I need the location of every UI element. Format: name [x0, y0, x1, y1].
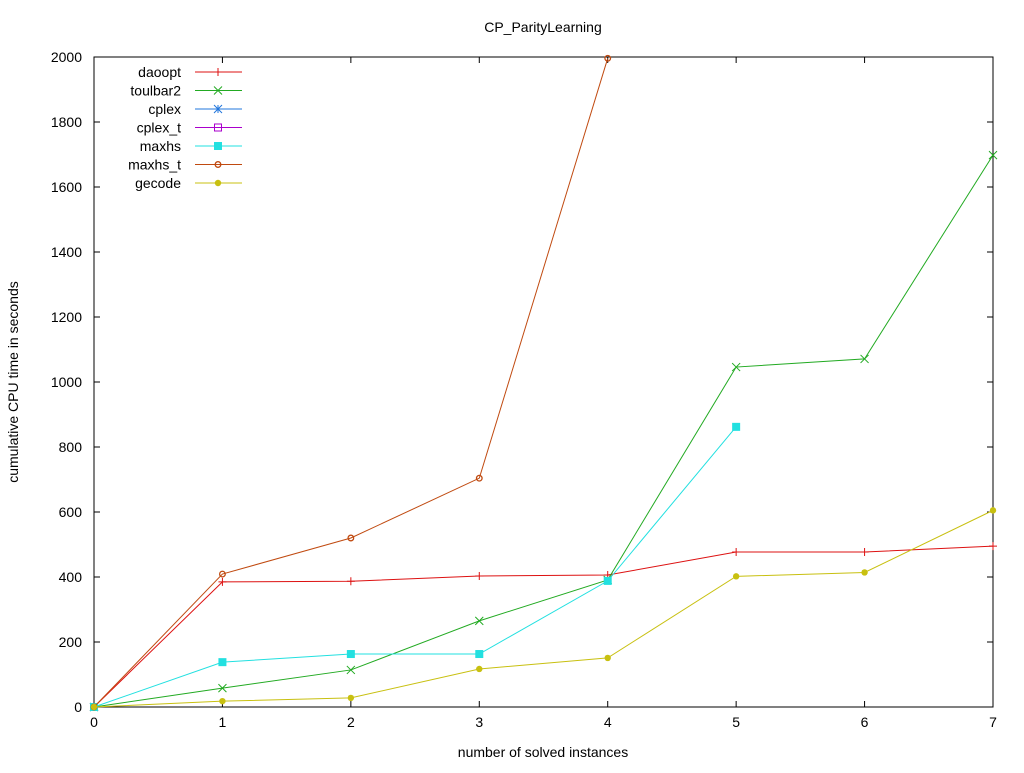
legend-marker-maxhs [214, 142, 222, 150]
data-point-daoopt [732, 547, 741, 556]
series-group [89, 54, 998, 712]
y-tick-label: 1800 [51, 114, 82, 130]
data-point-daoopt [860, 547, 869, 556]
legend-marker-toulbar2 [213, 86, 223, 95]
legend-marker-daoopt [214, 68, 222, 76]
series-gecode [90, 507, 997, 711]
data-point-maxhs [732, 422, 741, 431]
x-tick-label: 4 [604, 714, 612, 730]
y-tick-label: 1600 [51, 179, 82, 195]
y-tick-label: 1400 [51, 244, 82, 260]
data-point-maxhs_t [347, 534, 355, 542]
data-point-gecode [604, 654, 611, 662]
x-tick-label: 0 [90, 714, 98, 730]
y-axis-label: cumulative CPU time in seconds [5, 281, 21, 483]
data-point-maxhs [603, 576, 612, 585]
data-point-daoopt [475, 572, 484, 581]
legend-label: cplex_t [137, 120, 181, 136]
data-point-daoopt [346, 577, 355, 586]
data-point-maxhs_t [218, 570, 226, 578]
chart-title: CP_ParityLearning [484, 19, 602, 35]
y-tick-label: 1000 [51, 374, 82, 390]
data-point-maxhs [218, 658, 227, 667]
data-point-toulbar2 [731, 362, 741, 372]
data-point-gecode [732, 573, 740, 580]
x-tick-label: 6 [861, 714, 869, 730]
data-point-gecode [90, 703, 98, 711]
data-point-maxhs [475, 650, 484, 659]
legend-label: gecode [135, 175, 181, 191]
legend-marker-cplex [213, 104, 223, 114]
axes: 0 1 2 3 4 5 6 7 0 200 400 600 800 1000 1200 1400 1600 180… [51, 49, 997, 730]
data-point-toulbar2 [474, 616, 484, 626]
data-point-gecode [476, 665, 483, 673]
x-tick-label: 2 [347, 714, 355, 730]
legend-label: maxhs_t [128, 157, 181, 173]
data-point-maxhs_t [475, 474, 483, 482]
legend-label: cplex [148, 101, 181, 117]
y-tick-label: 0 [74, 699, 82, 715]
data-point-maxhs_t [604, 54, 612, 62]
y-tick-label: 200 [59, 634, 83, 650]
data-point-daoopt [989, 542, 997, 551]
series-line-maxhs [93, 426, 737, 708]
x-tick-label: 7 [989, 714, 997, 730]
data-point-gecode [219, 697, 226, 705]
series-line-daoopt [93, 545, 994, 708]
series-line-toulbar2 [93, 154, 994, 708]
legend-label: maxhs [140, 138, 181, 154]
x-tick-label: 1 [219, 714, 227, 730]
series-maxhs [90, 422, 741, 711]
data-point-gecode [861, 569, 868, 576]
data-point-toulbar2 [218, 683, 227, 693]
legend-label: daoopt [138, 64, 181, 80]
x-tick-label: 3 [475, 714, 483, 730]
series-daoopt [90, 542, 997, 711]
legend-marker-gecode [214, 179, 222, 187]
data-point-daoopt [218, 577, 227, 586]
plot-frame [93, 56, 994, 708]
data-point-toulbar2 [988, 150, 998, 160]
data-point-toulbar2 [860, 354, 869, 364]
data-point-maxhs [346, 650, 355, 659]
y-tick-label: 800 [59, 439, 83, 455]
legend-marker-maxhs_t [214, 161, 222, 168]
series-line-maxhs_t [93, 58, 609, 708]
data-point-gecode [989, 507, 997, 514]
y-tick-label: 600 [59, 504, 83, 520]
series-toulbar2 [89, 150, 998, 712]
data-point-gecode [347, 694, 355, 702]
series-line-gecode [93, 509, 994, 708]
x-tick-label: 5 [732, 714, 740, 730]
data-point-toulbar2 [346, 665, 356, 675]
y-tick-label: 2000 [51, 49, 82, 65]
y-tick-label: 400 [59, 569, 83, 585]
legend-marker-cplex_t [214, 123, 222, 132]
x-axis-label: number of solved instances [458, 744, 628, 760]
legend-label: toulbar2 [130, 83, 181, 99]
y-tick-label: 1200 [51, 309, 82, 325]
